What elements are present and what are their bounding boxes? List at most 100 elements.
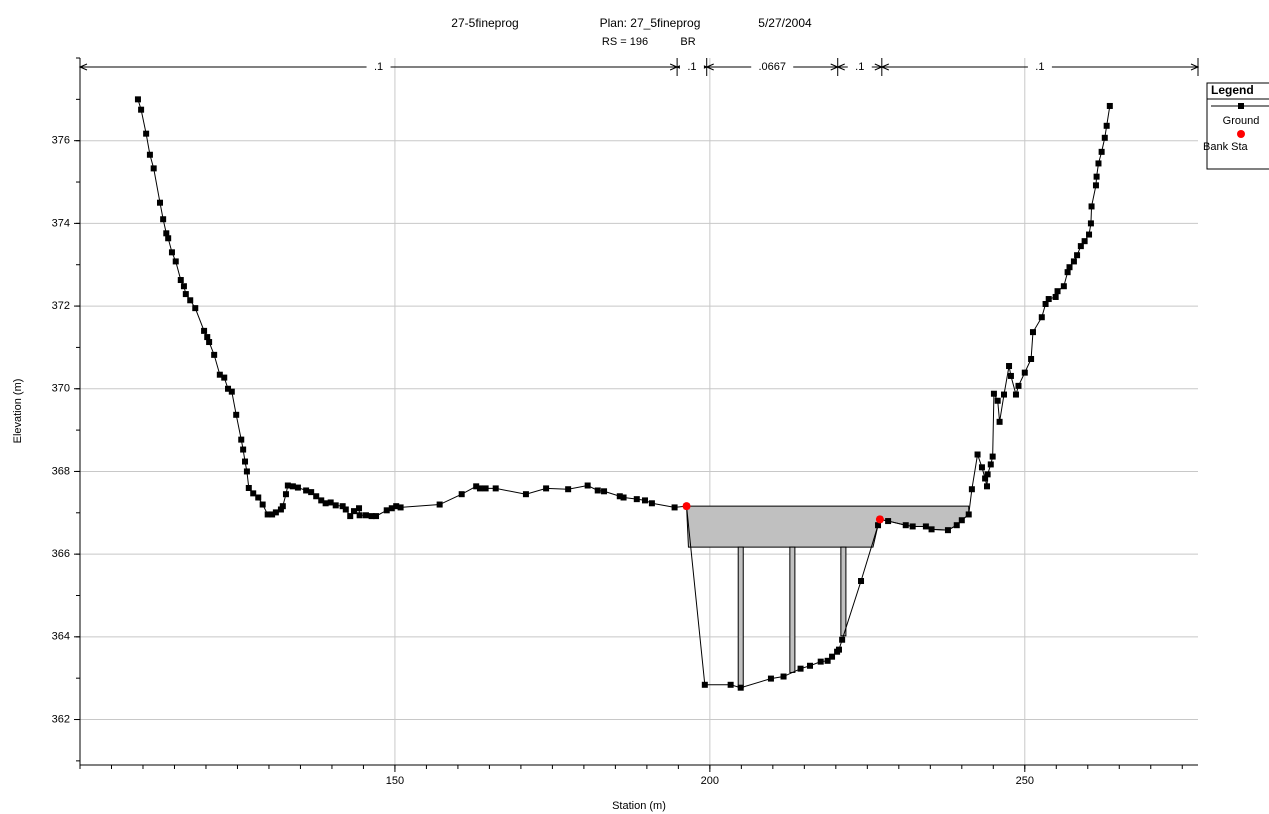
ground-point [165, 235, 172, 242]
ground-point [974, 451, 981, 458]
x-tick-label: 250 [1016, 775, 1034, 787]
ground-point [368, 513, 375, 520]
ground-point [885, 518, 892, 525]
ground-point [225, 385, 232, 392]
ground-point [138, 106, 145, 113]
ground-point [279, 503, 286, 510]
y-tick-label: 362 [52, 713, 70, 725]
ground-point [984, 471, 991, 478]
ground-point [807, 662, 814, 669]
subtitle-tag: BR [680, 36, 695, 48]
ground-point [228, 388, 235, 395]
bridge-pier [737, 546, 744, 689]
ground-point [347, 513, 354, 520]
ground-point [318, 497, 325, 504]
ground-point [233, 411, 240, 418]
bank-station [682, 502, 691, 511]
ground-point [303, 487, 310, 494]
ground-point [522, 491, 529, 498]
ground-point [641, 497, 648, 504]
ground-point [829, 653, 836, 660]
ground-point [327, 499, 334, 506]
ground-point [1052, 293, 1059, 300]
legend-label: Ground [1223, 115, 1260, 127]
ground-point [322, 500, 329, 507]
ground-point [373, 513, 380, 520]
ground-point [875, 522, 882, 529]
ground-point [163, 230, 170, 237]
n-label: .1 [855, 61, 864, 73]
ground-point [584, 482, 591, 489]
ground-point [737, 684, 744, 691]
ground-point [250, 490, 257, 497]
ground-point [922, 523, 929, 530]
ground-point [965, 511, 972, 518]
ground-point [476, 485, 483, 492]
ground-point [1081, 238, 1088, 245]
ground-point [1012, 391, 1019, 398]
ground-point [172, 258, 179, 265]
ground-point [211, 351, 218, 358]
legend-label: Bank Sta [1203, 141, 1249, 153]
legend-marker [1238, 103, 1244, 109]
ground-point [388, 505, 395, 512]
bridge-pier [840, 546, 847, 637]
ground-point [383, 507, 390, 514]
ground-point [192, 305, 199, 312]
ground-point [339, 503, 346, 510]
ground-point [308, 489, 315, 496]
x-tick-label: 200 [701, 775, 719, 787]
ground-point [978, 464, 985, 471]
ground-point [1045, 296, 1052, 303]
ground-line [137, 99, 1111, 689]
n-label-bg [1027, 60, 1052, 74]
ground-point [238, 436, 245, 443]
ground-point [1101, 134, 1108, 141]
x-axis-label: Station (m) [612, 800, 666, 812]
ground-point [350, 508, 357, 515]
ground-point [277, 506, 284, 513]
ground-point [160, 216, 167, 223]
ground-point [824, 657, 831, 664]
y-tick-label: 370 [52, 383, 70, 395]
ground-point [204, 334, 211, 341]
ground-point [272, 509, 279, 516]
ground-point [284, 482, 291, 489]
ground-point [221, 374, 228, 381]
ground-point [989, 453, 996, 460]
ground-point [987, 461, 994, 468]
ground-point [146, 151, 153, 158]
ground-point [397, 504, 404, 511]
ground-point [1001, 391, 1008, 398]
plan-date: 5/27/2004 [758, 16, 812, 30]
ground-point [150, 165, 157, 172]
chart-title: 27-5fineprog [451, 16, 518, 30]
ground-point [902, 522, 909, 529]
ground-point [1070, 258, 1077, 265]
y-tick-label: 372 [52, 300, 70, 312]
ground-point [648, 500, 655, 507]
ground-point [594, 487, 601, 494]
ground-point [858, 578, 865, 585]
ground-point [928, 526, 935, 533]
ground-point [994, 397, 1001, 404]
ground-point [780, 673, 787, 680]
ground-point [259, 501, 266, 508]
ground-point [909, 523, 916, 530]
y-axis-label: Elevation (m) [12, 379, 24, 444]
ground-point [1064, 269, 1071, 276]
ground-point [1029, 329, 1036, 336]
ground-point [356, 505, 363, 512]
ground-point [269, 511, 276, 518]
n-label: .0667 [758, 61, 786, 73]
ground-point [436, 501, 443, 508]
n-label: .1 [374, 61, 383, 73]
ground-point [767, 675, 774, 682]
ground-point [1054, 288, 1061, 295]
ground-point [1106, 102, 1113, 109]
ground-point [968, 486, 975, 493]
ground-point [817, 658, 824, 665]
ground-point [242, 458, 249, 465]
ground-point [168, 249, 175, 256]
ground-point [1007, 372, 1014, 379]
